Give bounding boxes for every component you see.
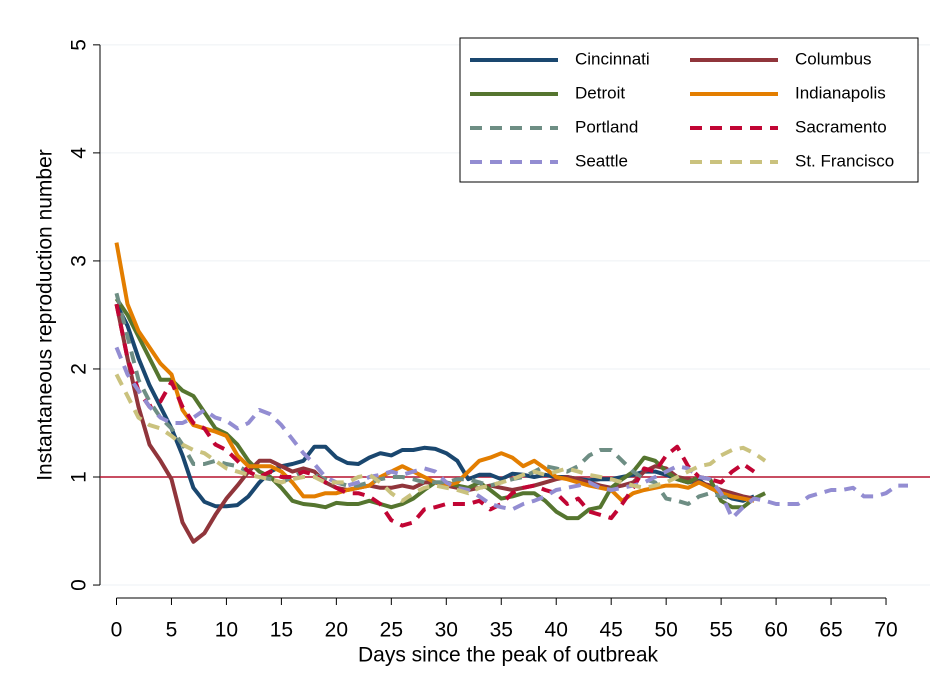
x-axis-title: Days since the peak of outbreak — [358, 644, 659, 667]
y-tick-label: 1 — [68, 471, 91, 483]
y-tick-label: 4 — [68, 147, 91, 159]
x-tick-label: 40 — [545, 619, 568, 642]
legend: Cincinnati Columbus Detroit Indianapolis Por… — [459, 37, 919, 183]
x-tick-label: 20 — [325, 619, 348, 642]
legend-label: Sacramento — [795, 117, 887, 136]
legend-label: Columbus — [795, 49, 872, 68]
y-tick-label: 3 — [68, 255, 91, 267]
legend-label: St. Francisco — [795, 151, 894, 170]
x-tick-label: 30 — [435, 619, 458, 642]
y-axis-title: Instantaneous reproduction number — [34, 149, 57, 481]
legend-label: Portland — [575, 117, 638, 136]
x-tick-label: 65 — [819, 619, 842, 642]
x-tick-label: 5 — [166, 619, 178, 642]
x-tick-label: 10 — [215, 619, 238, 642]
y-tick-label: 0 — [68, 579, 91, 591]
x-tick-label: 70 — [874, 619, 897, 642]
legend-label: Detroit — [575, 83, 625, 102]
y-tick-label: 5 — [68, 39, 91, 51]
legend-label: Cincinnati — [575, 49, 650, 68]
x-tick-label: 25 — [380, 619, 403, 642]
x-tick-label: 0 — [111, 619, 123, 642]
series-line — [114, 373, 767, 503]
x-tick-label: 50 — [654, 619, 677, 642]
x-tick-label: 35 — [490, 619, 513, 642]
series-line — [114, 303, 756, 528]
x-tick-label: 60 — [764, 619, 787, 642]
x-tick-label: 55 — [709, 619, 732, 642]
x-tick-label: 15 — [270, 619, 293, 642]
legend-label: Seattle — [575, 151, 628, 170]
legend-label: Indianapolis — [795, 83, 886, 102]
x-tick-label: 45 — [600, 619, 623, 642]
series-line — [114, 346, 908, 521]
y-tick-label: 2 — [68, 363, 91, 375]
